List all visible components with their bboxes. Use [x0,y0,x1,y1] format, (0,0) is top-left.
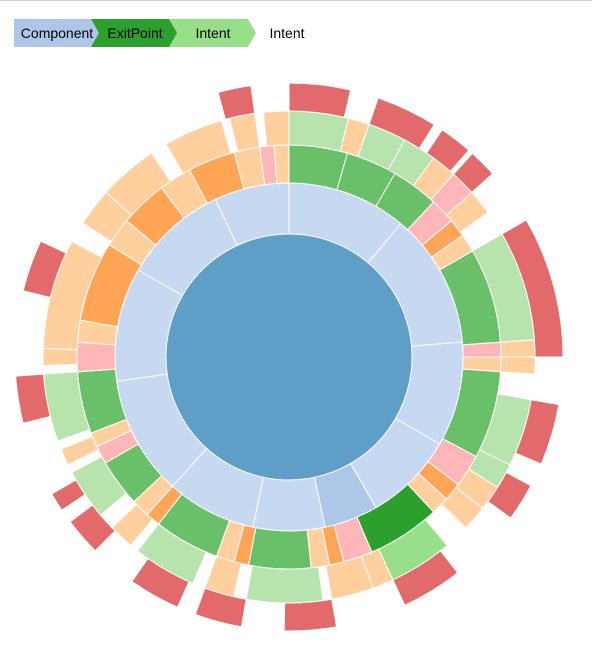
intent-segment[interactable] [228,112,261,152]
breadcrumb-intent-shape [169,19,256,47]
outer-segment[interactable] [288,82,352,118]
outer-segment[interactable] [69,504,116,552]
intent-segment[interactable] [440,486,484,529]
intent-segment[interactable] [71,455,128,516]
exitpoint-ring [76,144,502,570]
intent-ring [42,110,536,604]
sunburst-root[interactable] [166,234,412,480]
outer-segment[interactable] [501,219,564,358]
breadcrumb-trail: Component ExitPoint Intent Intent [14,19,305,47]
breadcrumb-item-intent[interactable]: Intent [169,19,256,47]
intent-segment[interactable] [499,356,536,375]
outer-segment[interactable] [487,471,532,519]
intent-segment[interactable] [325,555,374,600]
outer-segment[interactable] [452,152,494,194]
intent-segment[interactable] [42,347,78,367]
intent-segment[interactable] [60,435,100,466]
outer-segment[interactable] [368,97,435,150]
intent-segment[interactable] [42,240,103,351]
outer-segment[interactable] [194,587,247,628]
outer-segment[interactable] [283,598,338,632]
breadcrumb-component-shape [14,19,100,47]
intent-segment[interactable] [262,110,290,147]
exitpoint-segment[interactable] [76,341,116,373]
intent-segment[interactable] [445,191,489,234]
outer-segment[interactable] [22,240,67,299]
outer-segment[interactable] [217,85,256,120]
intent-segment[interactable] [245,565,324,604]
intent-segment[interactable] [43,371,91,442]
outer-segment[interactable] [392,550,459,606]
intent-segment[interactable] [499,339,536,358]
outer-segment[interactable] [425,129,470,173]
outer-segment[interactable] [51,479,86,511]
outer-ring [15,82,564,632]
outer-segment[interactable] [514,399,560,465]
sunburst-root-group [166,234,412,480]
breadcrumb-component-label: Component [21,25,93,41]
outer-segment[interactable] [15,373,51,424]
exitpoint-segment[interactable] [273,144,290,184]
intent-segment[interactable] [111,503,154,547]
breadcrumb-exitpoint-label: ExitPoint [107,25,162,41]
intent-segment[interactable] [105,152,172,216]
top-divider [0,0,592,1]
breadcrumb-exitpoint-shape [91,19,178,47]
breadcrumb-item-exitpoint[interactable]: ExitPoint [91,19,178,47]
intent-segment[interactable] [288,110,350,152]
intent-segment[interactable] [165,119,232,175]
outer-segment[interactable] [131,557,190,608]
breadcrumb-item-component[interactable]: Component [14,19,100,47]
exitpoint-segment[interactable] [247,527,312,570]
exitpoint-segment[interactable] [462,341,502,358]
breadcrumb-intent-label: Intent [195,25,230,41]
breadcrumb-end-label: Intent [269,25,304,41]
